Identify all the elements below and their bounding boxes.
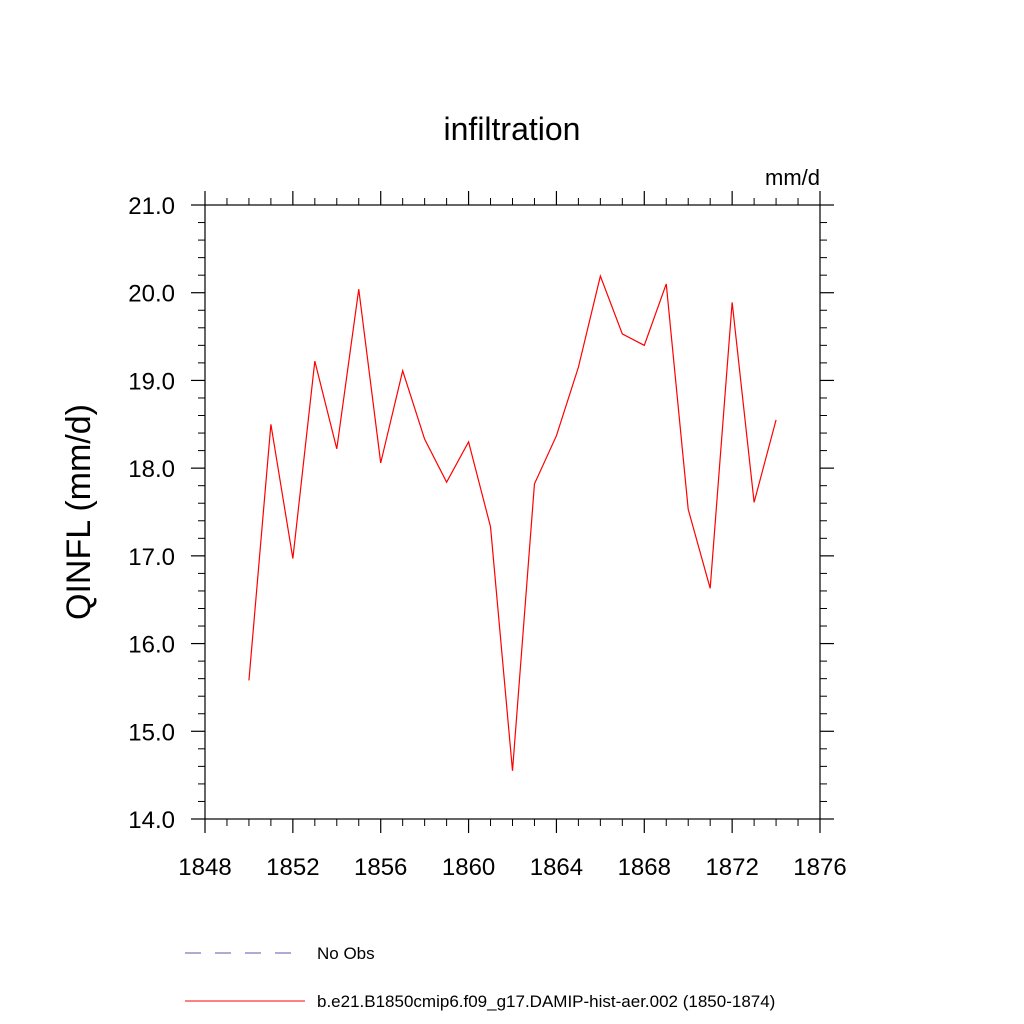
y-axis-label: QINFL (mm/d) xyxy=(60,404,98,620)
y-tick-label: 20.0 xyxy=(128,281,175,308)
x-tick-label: 1856 xyxy=(354,854,407,881)
series-line xyxy=(248,274,777,771)
y-tick-label: 19.0 xyxy=(128,368,175,395)
y-tick-label: 18.0 xyxy=(128,456,175,483)
x-tick-label: 1848 xyxy=(178,854,231,881)
plot-frame xyxy=(204,204,821,820)
series-layer xyxy=(248,274,777,771)
x-tick-label: 1872 xyxy=(705,854,758,881)
y-tick-label: 14.0 xyxy=(128,807,175,834)
axis-ticks xyxy=(191,191,834,833)
x-tick-label: 1864 xyxy=(530,854,583,881)
legend: No Obs b.e21.B1850cmip6.f09_g17.DAMIP-his… xyxy=(185,944,775,1011)
legend-label: No Obs xyxy=(317,944,375,963)
axis-tick-labels: 1848 1852 1856 1860 1864 1868 1872 1876 14.0 15.0… xyxy=(128,193,846,881)
chart-title: infiltration xyxy=(444,111,581,147)
y-tick-label: 15.0 xyxy=(128,719,175,746)
units-label: mm/d xyxy=(765,165,820,190)
x-tick-label: 1868 xyxy=(618,854,671,881)
legend-label: b.e21.B1850cmip6.f09_g17.DAMIP-hist-aer.… xyxy=(317,992,775,1011)
y-tick-label: 17.0 xyxy=(128,544,175,571)
x-tick-label: 1852 xyxy=(266,854,319,881)
y-tick-label: 16.0 xyxy=(128,632,175,659)
x-tick-label: 1860 xyxy=(442,854,495,881)
x-tick-label: 1876 xyxy=(793,854,846,881)
y-tick-label: 21.0 xyxy=(128,193,175,220)
